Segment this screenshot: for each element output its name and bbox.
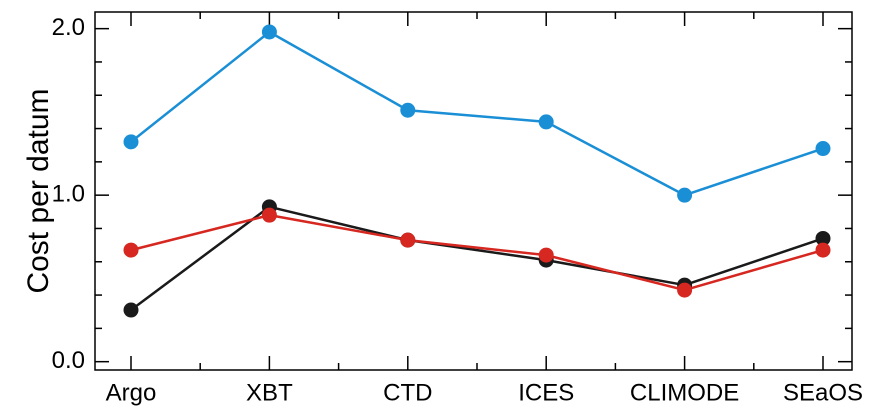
data-point [538, 114, 554, 130]
y-tick-label: 1.0 [52, 181, 85, 208]
data-point [538, 247, 554, 263]
data-point [815, 242, 831, 258]
data-point [123, 242, 139, 258]
data-point [261, 24, 277, 40]
tick-labels: 0.0 1.0 2.0 Argo XBT CTD ICES CLIMODE SEaOS [52, 14, 863, 406]
x-tick-label: SEaOS [783, 379, 863, 406]
data-point [123, 134, 139, 150]
y-tick-label: 0.0 [52, 347, 85, 374]
data-point [261, 207, 277, 223]
data-point [815, 230, 831, 246]
x-tick-label: ICES [518, 379, 574, 406]
data-point [400, 102, 416, 118]
series-line [130, 213, 824, 292]
data-point [400, 232, 416, 248]
data-point [123, 302, 139, 318]
x-tick-label: Argo [106, 379, 157, 406]
axis-ticks [95, 12, 852, 370]
y-axis-title: Cost per datum [22, 88, 55, 293]
series-line [130, 30, 824, 197]
plot-frame [94, 11, 853, 371]
x-tick-label: CLIMODE [630, 379, 739, 406]
data-point [815, 141, 831, 157]
x-tick-label: XBT [246, 379, 293, 406]
series-layer [123, 24, 831, 318]
x-tick-label: CTD [383, 379, 432, 406]
data-point [677, 187, 693, 203]
data-point [677, 282, 693, 298]
y-tick-label: 2.0 [52, 14, 85, 41]
series-line [130, 205, 824, 312]
